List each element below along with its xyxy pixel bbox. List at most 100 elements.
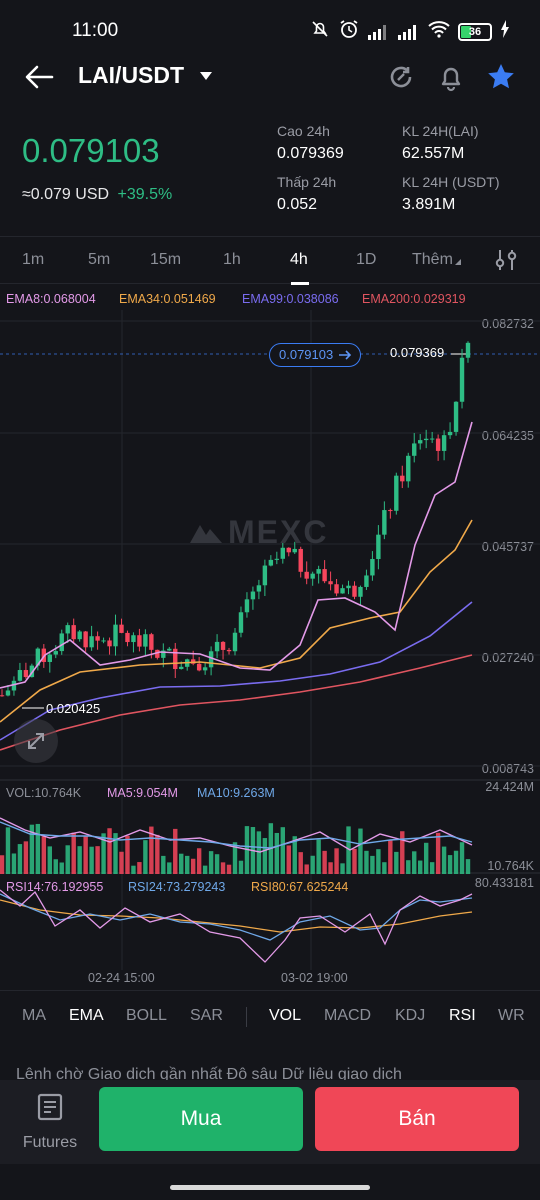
- volume-bar: [137, 862, 142, 874]
- refresh-icon[interactable]: [386, 62, 416, 92]
- volume-bar: [382, 862, 387, 874]
- volume-bar: [286, 845, 291, 874]
- volume-bar: [65, 845, 70, 874]
- current-price-tag-value: 0.079103: [279, 347, 334, 362]
- candle-body: [226, 649, 232, 652]
- vol-lai-value: 62.557M: [402, 145, 465, 162]
- watermark-text: MEXC: [228, 514, 329, 550]
- candle-body: [190, 659, 196, 664]
- volume-bar: [304, 864, 309, 874]
- tab-1m[interactable]: 1m: [22, 251, 45, 268]
- back-arrow-icon[interactable]: [22, 60, 56, 94]
- volume-bar: [29, 824, 35, 874]
- expand-icon[interactable]: [14, 719, 58, 763]
- volume-bar: [119, 851, 124, 874]
- volume-bar: [238, 860, 244, 874]
- vol-ma10-line: [0, 821, 473, 849]
- star-icon[interactable]: [486, 62, 516, 92]
- tab-15m[interactable]: 15m: [150, 251, 182, 268]
- volume-bar: [388, 840, 393, 874]
- candle-body: [77, 631, 82, 640]
- rsi80-line: [0, 899, 473, 933]
- volume-bar: [310, 855, 315, 874]
- tab-rsi[interactable]: RSI: [449, 1007, 476, 1024]
- candle-body: [125, 632, 130, 643]
- volume-bar: [465, 859, 471, 874]
- candle-body: [143, 634, 148, 647]
- tab-wr[interactable]: WR: [498, 1007, 525, 1024]
- candlestick-chart[interactable]: [0, 310, 540, 980]
- volume-bar: [77, 846, 82, 874]
- candle-body: [453, 401, 459, 432]
- candle-body: [155, 649, 160, 658]
- vol-usdt-label: KL 24H (USDT): [402, 174, 500, 190]
- tab-4h[interactable]: 4h: [290, 251, 308, 268]
- volume-bar: [226, 864, 232, 874]
- pair-title[interactable]: LAI/USDT: [78, 62, 185, 88]
- tab-vol[interactable]: VOL: [269, 1007, 302, 1024]
- candle-body: [370, 559, 375, 576]
- candle-body: [59, 633, 64, 652]
- tab-ema[interactable]: EMA: [69, 1007, 104, 1024]
- volume-bar: [316, 839, 321, 874]
- volume-bar: [280, 827, 285, 874]
- tab-1d[interactable]: 1D: [356, 251, 377, 268]
- current-price-tag[interactable]: 0.079103: [269, 343, 361, 367]
- volume-bar: [406, 860, 411, 874]
- header-bar: LAI/USDT: [0, 56, 540, 100]
- futures-label: Futures: [22, 1134, 78, 1151]
- futures-button[interactable]: Futures: [14, 1092, 86, 1152]
- volume-bar: [113, 833, 118, 874]
- tab-boll[interactable]: BOLL: [126, 1007, 167, 1024]
- candle-body: [304, 571, 309, 579]
- candle-body: [340, 588, 345, 594]
- bell-icon[interactable]: [436, 62, 466, 92]
- candle-body: [346, 585, 351, 589]
- candle-body: [131, 635, 136, 643]
- candle-body: [256, 585, 262, 592]
- volume-bar: [334, 848, 339, 874]
- volume-bar: [220, 862, 226, 874]
- vol-ma5-legend: MA5:9.054M: [107, 786, 178, 800]
- home-indicator[interactable]: [170, 1185, 370, 1190]
- signal-icon: [368, 24, 390, 40]
- volume-bar: [429, 862, 435, 874]
- volume-bar: [71, 832, 76, 874]
- rsi14-legend: RSI14:76.192955: [6, 880, 104, 894]
- low-24h-value: 0.052: [277, 196, 318, 213]
- tab-more[interactable]: Thêm: [412, 251, 453, 268]
- volume-bar: [292, 836, 297, 874]
- candle-body: [214, 641, 220, 652]
- candle-body: [358, 586, 363, 597]
- status-bar: 11:00 36: [0, 0, 540, 56]
- candle-body: [95, 636, 100, 641]
- volume-bar: [232, 842, 238, 874]
- sliders-icon[interactable]: [494, 248, 518, 277]
- section-tabs-peek[interactable]: Lệnh chờ Giao dịch gần nhất Độ sâu Dữ li…: [16, 1066, 402, 1083]
- candle-body: [173, 648, 178, 670]
- tab-1h[interactable]: 1h: [223, 251, 241, 268]
- tab-sar[interactable]: SAR: [190, 1007, 223, 1024]
- volume-bar: [274, 832, 280, 874]
- sell-button[interactable]: Bán: [315, 1087, 519, 1151]
- candle-body: [232, 632, 238, 652]
- candle-body: [394, 475, 399, 511]
- candle-body: [406, 455, 411, 482]
- buy-button[interactable]: Mua: [99, 1087, 303, 1151]
- tab-macd[interactable]: MACD: [324, 1007, 372, 1024]
- volume-bar: [447, 855, 453, 874]
- volume-bar: [0, 855, 5, 874]
- volume-bar: [161, 855, 166, 874]
- vol-lai-label: KL 24H(LAI): [402, 123, 479, 139]
- volume-bar: [47, 846, 52, 874]
- tab-kdj[interactable]: KDJ: [395, 1007, 426, 1024]
- last-price: 0.079103: [22, 132, 160, 169]
- volume-bar: [167, 862, 172, 874]
- tab-ma[interactable]: MA: [22, 1007, 46, 1024]
- chevron-down-icon[interactable]: [200, 72, 212, 80]
- candle-body: [310, 573, 315, 579]
- candle-body: [161, 650, 166, 658]
- tab-5m[interactable]: 5m: [88, 251, 111, 268]
- candle-body: [107, 640, 112, 647]
- vol-usdt-value: 3.891M: [402, 196, 456, 213]
